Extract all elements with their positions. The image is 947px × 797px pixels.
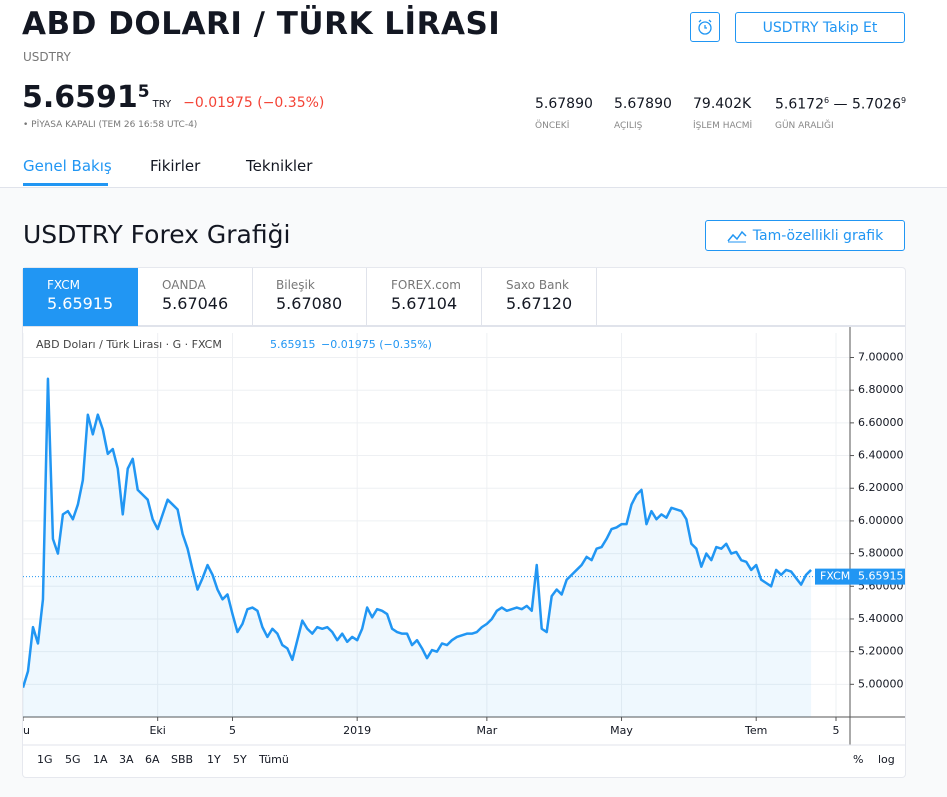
log-button[interactable]: log: [878, 753, 895, 766]
day-range: 5.61726 — 5.70269: [775, 96, 906, 113]
source-name: FOREX.com: [391, 278, 461, 292]
y-tick-label: 6.20000: [858, 481, 904, 494]
market-status: • PİYASA KAPALI (TEM 26 16:58 UTC-4): [23, 120, 198, 130]
change: −0.01975 (−0.35%): [183, 95, 325, 111]
source-price: 5.67120: [506, 294, 573, 313]
range-sep: —: [833, 96, 848, 113]
range-button[interactable]: 5G: [65, 753, 81, 766]
stat-value: 79.402K: [693, 96, 752, 112]
button-label: Tam-özellikli grafik: [752, 227, 884, 244]
stat-label: İŞLEM HACMİ: [693, 121, 753, 131]
range-low: 5.6172: [775, 96, 824, 113]
stat-value: 5.67890: [614, 96, 672, 112]
line: [23, 377, 812, 688]
x-tick-label: Eki: [149, 724, 165, 737]
range-button[interactable]: 6A: [145, 753, 160, 766]
area: [23, 378, 812, 717]
stat-label: AÇILIŞ: [614, 121, 643, 131]
tab[interactable]: Fikirler: [150, 157, 201, 175]
x-tick-label: Tem: [744, 724, 767, 737]
symbol: USDTRY: [23, 50, 71, 64]
range-button[interactable]: Tümü: [258, 753, 289, 766]
x-tick-label: ğu: [23, 724, 30, 737]
source-tab[interactable]: FOREX.com 5.67104: [367, 268, 482, 326]
y-tick-label: 5.00000: [858, 677, 904, 690]
section-title: USDTRY Forex Grafiği: [23, 220, 291, 249]
y-tick-label: 6.00000: [858, 514, 904, 527]
range-high-digit: 9: [901, 96, 907, 105]
follow-button[interactable]: USDTRY Takip Et: [735, 12, 905, 43]
source-name: OANDA: [162, 278, 206, 292]
source-name: Bileşik: [276, 278, 315, 292]
chart-card: FXCM 5.65915 OANDA 5.67046 Bileşik 5.67080 …: [23, 268, 905, 777]
price-digit: 5: [137, 82, 150, 102]
source-tab[interactable]: OANDA 5.67046: [138, 268, 253, 326]
price: 5.6591: [22, 80, 138, 115]
range-button[interactable]: 5Y: [233, 753, 247, 766]
marker-value: 5.65915: [858, 570, 904, 583]
chart: 5.000005.200005.400005.600005.800006.000…: [23, 326, 905, 766]
range-button[interactable]: 1A: [93, 753, 108, 766]
alarm-icon: [698, 19, 712, 35]
tab-underline: [23, 183, 108, 186]
x-tick-label: Mar: [476, 724, 497, 737]
y-tick-label: 6.80000: [858, 383, 904, 396]
range-button[interactable]: 3A: [119, 753, 134, 766]
source-price: 5.65915: [47, 294, 114, 313]
source-tab[interactable]: Saxo Bank 5.67120: [482, 268, 597, 326]
range-button[interactable]: SBB: [171, 753, 193, 766]
legend-value: 5.65915: [270, 338, 316, 351]
source-name: Saxo Bank: [506, 278, 569, 292]
stat-label: ÖNCEKİ: [535, 121, 570, 131]
range-button[interactable]: 1Y: [207, 753, 221, 766]
y-tick-label: 6.60000: [858, 416, 904, 429]
percent-button[interactable]: %: [853, 753, 863, 766]
stat-value: 5.67890: [535, 96, 593, 112]
range-high: 5.7026: [852, 96, 901, 113]
price-marker: [815, 568, 905, 585]
x-tick-label: May: [610, 724, 633, 737]
x-tick-label: 5: [833, 724, 840, 737]
y-tick-label: 7.00000: [858, 351, 904, 364]
source-tab[interactable]: Bileşik 5.67080: [252, 268, 367, 326]
chart-icon: [727, 230, 747, 242]
full-chart-button[interactable]: Tam-özellikli grafik: [705, 220, 905, 251]
range-low-digit: 6: [824, 96, 830, 105]
stat-label: GÜN ARALIĞI: [775, 121, 834, 131]
source-price: 5.67046: [162, 294, 229, 313]
legend-change: −0.01975 (−0.35%): [321, 338, 432, 351]
currency: TRY: [152, 99, 172, 110]
range-button[interactable]: 1G: [37, 753, 53, 766]
page-title: ABD DOLARI / TÜRK LİRASI: [22, 6, 501, 42]
y-tick-label: 6.40000: [858, 449, 904, 462]
y-tick-label: 5.80000: [858, 547, 904, 560]
source-price: 5.67080: [276, 294, 343, 313]
chart-title: ABD Doları / Türk Lirası · G · FXCM: [36, 338, 222, 351]
source-name: FXCM: [47, 278, 80, 292]
divider: [597, 325, 905, 326]
marker-name: FXCM: [820, 570, 850, 583]
source-tab[interactable]: FXCM 5.65915: [23, 268, 138, 326]
tab-active[interactable]: Genel Bakış: [23, 157, 112, 175]
y-tick-label: 5.40000: [858, 612, 904, 625]
tab[interactable]: Teknikler: [246, 157, 313, 175]
source-price: 5.67104: [391, 294, 458, 313]
y-tick-label: 5.20000: [858, 645, 904, 658]
x-tick-label: 2019: [343, 724, 371, 737]
price-row: 5.6591 5 TRY −0.01975 (−0.35%): [22, 80, 324, 115]
x-tick-label: 5: [229, 724, 236, 737]
alert-button[interactable]: [690, 12, 720, 42]
